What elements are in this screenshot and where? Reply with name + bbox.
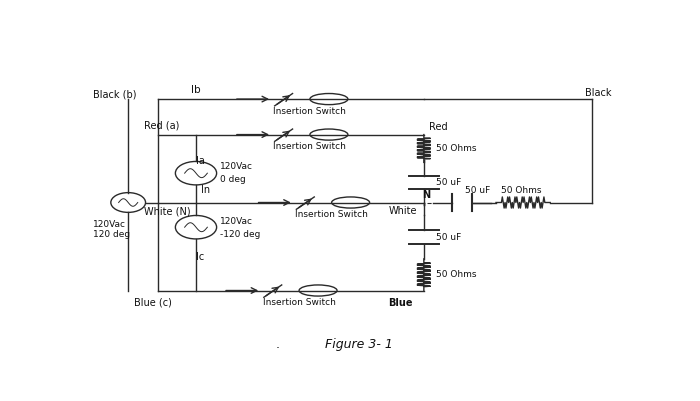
Text: N: N: [422, 190, 430, 200]
Text: 120Vac: 120Vac: [220, 162, 253, 172]
Text: Ia: Ia: [196, 156, 205, 166]
Text: 120Vac: 120Vac: [93, 220, 126, 229]
Text: 50 Ohms: 50 Ohms: [501, 186, 542, 194]
Text: 50 Ohms: 50 Ohms: [436, 270, 476, 279]
Text: -120 deg: -120 deg: [220, 231, 261, 239]
Text: Black: Black: [584, 88, 611, 98]
Text: Insertion Switch: Insertion Switch: [274, 107, 346, 116]
Text: Red (a): Red (a): [144, 120, 180, 130]
Text: .: .: [275, 338, 279, 351]
Text: 120Vac: 120Vac: [220, 217, 253, 225]
Text: 50 uF: 50 uF: [436, 233, 461, 242]
Text: 50 Ohms: 50 Ohms: [436, 144, 476, 153]
Text: 50 uF: 50 uF: [436, 178, 461, 187]
Text: 50 uF: 50 uF: [465, 186, 490, 194]
Text: Insertion Switch: Insertion Switch: [274, 142, 346, 152]
Text: White (N): White (N): [144, 207, 191, 217]
Text: Ib: Ib: [190, 85, 200, 95]
Text: White: White: [389, 206, 417, 216]
Text: Red: Red: [429, 122, 448, 132]
Text: 0 deg: 0 deg: [220, 175, 246, 184]
Text: In: In: [202, 185, 211, 195]
Text: Black (b): Black (b): [93, 89, 136, 99]
Text: Blue (c): Blue (c): [134, 298, 172, 308]
Text: Insertion Switch: Insertion Switch: [262, 298, 335, 307]
Text: Figure 3- 1: Figure 3- 1: [325, 338, 393, 351]
Text: Blue: Blue: [389, 298, 413, 308]
Text: Ic: Ic: [196, 251, 204, 261]
Text: Insertion Switch: Insertion Switch: [295, 211, 368, 219]
Text: 120 deg: 120 deg: [93, 231, 130, 239]
